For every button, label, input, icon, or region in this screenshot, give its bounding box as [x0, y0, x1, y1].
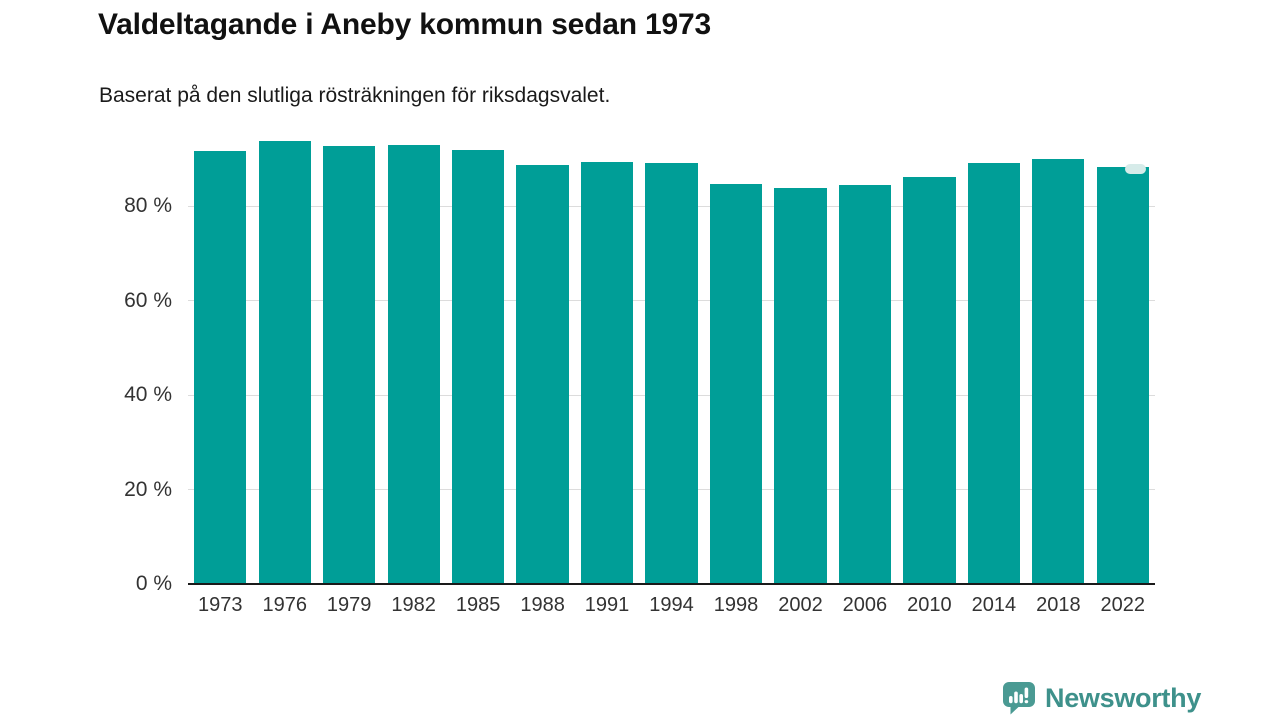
- y-tick-label-20: 20 %: [124, 477, 172, 501]
- bar-1973[interactable]: [194, 151, 247, 584]
- plot-area: [188, 112, 1155, 585]
- bar-slot-1982: [381, 112, 445, 584]
- bar-slot-1991: [575, 112, 639, 584]
- bar-slot-1988: [510, 112, 574, 584]
- x-tick-label-1985: 1985: [455, 594, 501, 616]
- bar-slot-1998: [704, 112, 768, 584]
- bar-1985[interactable]: [452, 150, 505, 584]
- x-tick-label-1982: 1982: [391, 594, 436, 616]
- y-tick-label-80: 80 %: [124, 194, 172, 218]
- newsworthy-logo-text: Newsworthy: [1045, 682, 1202, 713]
- bar-slot-2018: [1026, 112, 1090, 584]
- bar-2010[interactable]: [903, 177, 956, 584]
- x-tick-label-2002: 2002: [778, 594, 823, 616]
- bar-2006[interactable]: [838, 184, 892, 584]
- x-tick-label-1991: 1991: [584, 594, 630, 616]
- newsworthy-logo[interactable]: Newsworthy: [1002, 681, 1201, 715]
- bar-slot-1973: [188, 112, 252, 584]
- bar-slot-2006: [833, 112, 897, 584]
- bar-2022[interactable]: [1096, 164, 1149, 584]
- last-bar-badge: [1124, 164, 1146, 175]
- x-tick-label-1998: 1998: [713, 594, 759, 616]
- x-axis-line: [188, 583, 1155, 585]
- bar-slot-1985: [446, 112, 510, 584]
- bar-2014[interactable]: [967, 163, 1020, 584]
- x-tick-label-2010: 2010: [907, 594, 952, 616]
- bar-1991[interactable]: [580, 161, 634, 584]
- bar-1998[interactable]: [709, 183, 763, 584]
- bar-2002[interactable]: [774, 188, 827, 584]
- bar-slot-1976: [252, 112, 316, 584]
- x-tick-label-2022: 2022: [1100, 594, 1146, 616]
- newsworthy-speech-bubble-bar-chart-icon: [1002, 681, 1036, 715]
- bar-slot-1994: [639, 112, 703, 584]
- bar-slot-2014: [962, 112, 1026, 584]
- x-tick-label-1973: 1973: [197, 594, 243, 616]
- bar-1994[interactable]: [645, 162, 698, 584]
- bar-1982[interactable]: [387, 144, 440, 584]
- bar-1988[interactable]: [516, 164, 569, 584]
- bar-1976[interactable]: [258, 141, 311, 584]
- x-tick-label-1988: 1988: [520, 594, 565, 616]
- bar-1979[interactable]: [323, 146, 376, 584]
- y-tick-label-40: 40 %: [124, 383, 172, 407]
- y-tick-label-0: 0 %: [135, 572, 172, 595]
- chart-subtitle: Baserat på den slutliga rösträkningen fö…: [99, 84, 611, 107]
- bar-series: [188, 112, 1155, 584]
- x-tick-label-1976: 1976: [262, 594, 307, 616]
- y-axis: 0 % 20 % 40 % 60 % 80 %: [0, 112, 172, 595]
- x-tick-label-2018: 2018: [1036, 594, 1081, 616]
- x-tick-label-1994: 1994: [649, 594, 694, 616]
- bar-slot-2022: [1091, 112, 1155, 584]
- bar-slot-2002: [768, 112, 832, 584]
- x-axis: 1973 1976 1979 1982 1985 1988 1991 1994 1998 2002…: [188, 594, 1155, 617]
- x-tick-label-1979: 1979: [326, 594, 372, 616]
- chart-title: Valdeltagande i Aneby kommun sedan 1973: [98, 8, 711, 41]
- y-tick-label-60: 60 %: [124, 288, 172, 312]
- bar-slot-1979: [317, 112, 381, 584]
- bar-2018[interactable]: [1032, 159, 1085, 584]
- bar-slot-2010: [897, 112, 961, 584]
- x-tick-label-2006: 2006: [842, 594, 888, 616]
- x-tick-label-2014: 2014: [971, 594, 1017, 616]
